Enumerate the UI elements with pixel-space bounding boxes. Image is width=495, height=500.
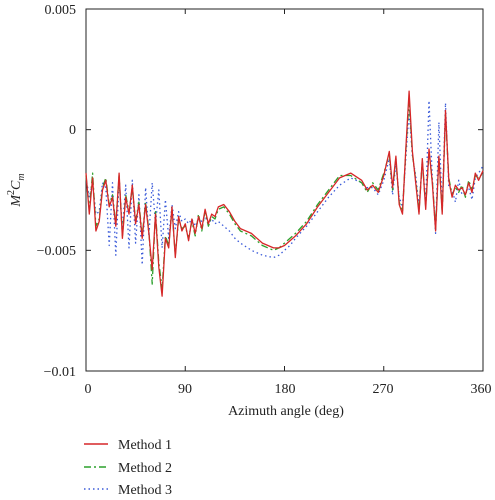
x-tick-label: 0 [85,382,92,397]
y-tick-label: 0 [69,123,76,138]
legend-label-method-1: Method 1 [118,438,172,453]
x-axis-label: Azimuth angle (deg) [228,404,344,419]
x-tick-label: 90 [178,382,192,397]
y-tick-label: −0.005 [37,244,76,259]
y-tick-label: 0.005 [45,3,77,18]
legend: Method 1 Method 2 Method 3 [84,438,172,498]
legend-label-method-3: Method 3 [118,483,172,498]
series-line-method-1 [85,90,484,297]
x-tick-label: 180 [275,382,296,397]
x-tick-label: 360 [471,382,492,397]
legend-label-method-2: Method 2 [118,461,172,476]
y-axis-label: M2Cm [6,173,27,207]
axis-ticks [85,8,484,372]
series-line-method-3 [85,100,484,266]
y-tick-label: −0.01 [44,365,76,380]
series-lines [85,90,484,297]
x-tick-label: 270 [373,382,394,397]
